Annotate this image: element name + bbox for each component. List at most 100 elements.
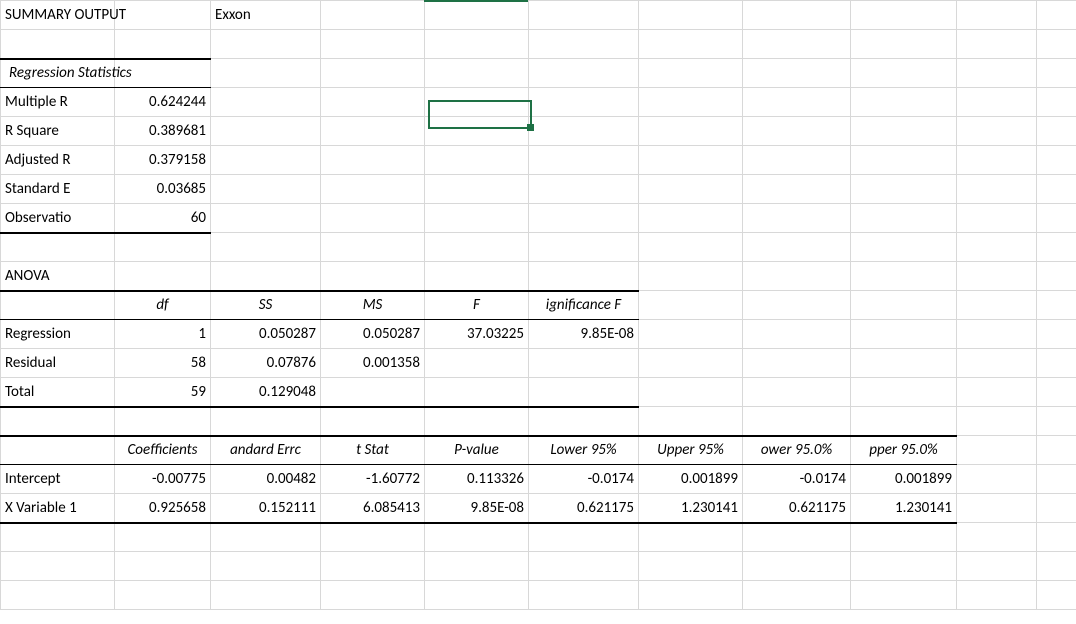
cell[interactable] xyxy=(639,378,743,407)
cell[interactable] xyxy=(743,1,851,30)
cell[interactable]: Regression xyxy=(1,320,115,349)
cell[interactable] xyxy=(1037,523,1076,552)
cell[interactable]: 0.129048 xyxy=(211,378,321,407)
cell[interactable]: 1.230141 xyxy=(851,494,957,523)
cell[interactable] xyxy=(1,581,115,610)
cell[interactable] xyxy=(851,59,957,88)
cell[interactable] xyxy=(957,349,1037,378)
cell[interactable]: Lower 95% xyxy=(529,436,639,465)
cell[interactable] xyxy=(1,552,115,581)
cell[interactable] xyxy=(743,117,851,146)
cell[interactable]: 0.621175 xyxy=(743,494,851,523)
cell[interactable] xyxy=(1037,233,1076,262)
cell[interactable] xyxy=(851,523,957,552)
cell[interactable] xyxy=(321,233,425,262)
cell[interactable] xyxy=(1037,1,1076,30)
cell[interactable] xyxy=(211,233,321,262)
cell[interactable] xyxy=(639,146,743,175)
cell[interactable] xyxy=(1037,436,1076,465)
cell[interactable] xyxy=(639,262,743,291)
cell[interactable] xyxy=(1037,494,1076,523)
cell[interactable] xyxy=(425,59,529,88)
cell[interactable] xyxy=(1,436,115,465)
cell[interactable] xyxy=(529,523,639,552)
cell[interactable] xyxy=(851,407,957,436)
cell[interactable]: 0.07876 xyxy=(211,349,321,378)
cell[interactable]: 59 xyxy=(115,378,211,407)
cell[interactable]: SUMMARY OUTPUT xyxy=(1,1,115,30)
cell[interactable] xyxy=(211,523,321,552)
cell[interactable] xyxy=(115,407,211,436)
cell[interactable] xyxy=(639,407,743,436)
cell[interactable] xyxy=(1037,581,1076,610)
cell[interactable] xyxy=(851,349,957,378)
cell[interactable] xyxy=(321,523,425,552)
cell[interactable] xyxy=(851,175,957,204)
cell[interactable] xyxy=(211,581,321,610)
cell[interactable] xyxy=(115,262,211,291)
cell[interactable] xyxy=(211,552,321,581)
cell[interactable] xyxy=(1037,59,1076,88)
cell[interactable] xyxy=(639,552,743,581)
cell[interactable]: 0.925658 xyxy=(115,494,211,523)
spreadsheet-grid[interactable]: SUMMARY OUTPUT Exxon Regression Statisti… xyxy=(0,0,1076,610)
cell[interactable] xyxy=(211,30,321,59)
cell[interactable]: Standard E xyxy=(1,175,115,204)
cell[interactable] xyxy=(425,117,529,146)
cell[interactable] xyxy=(1037,291,1076,320)
cell[interactable] xyxy=(743,581,851,610)
cell[interactable] xyxy=(321,262,425,291)
cell[interactable] xyxy=(743,407,851,436)
cell[interactable] xyxy=(211,117,321,146)
cell[interactable] xyxy=(851,378,957,407)
cell[interactable]: Observatio xyxy=(1,204,115,233)
cell[interactable]: 0.379158 xyxy=(115,146,211,175)
cell[interactable] xyxy=(957,204,1037,233)
cell[interactable] xyxy=(529,552,639,581)
cell[interactable] xyxy=(639,523,743,552)
cell[interactable] xyxy=(851,30,957,59)
cell[interactable] xyxy=(115,233,211,262)
cell[interactable] xyxy=(1,407,115,436)
cell[interactable]: Exxon xyxy=(211,1,321,30)
cell[interactable] xyxy=(639,1,743,30)
cell[interactable] xyxy=(321,30,425,59)
cell[interactable] xyxy=(957,175,1037,204)
cell[interactable] xyxy=(957,233,1037,262)
cell[interactable] xyxy=(743,320,851,349)
cell[interactable] xyxy=(957,291,1037,320)
cell[interactable] xyxy=(639,581,743,610)
cell[interactable]: 0.00482 xyxy=(211,465,321,494)
cell[interactable] xyxy=(321,1,425,30)
cell[interactable] xyxy=(529,146,639,175)
cell[interactable] xyxy=(639,291,743,320)
cell[interactable]: F xyxy=(425,291,529,320)
cell[interactable] xyxy=(851,117,957,146)
cell[interactable] xyxy=(1037,465,1076,494)
cell[interactable] xyxy=(425,262,529,291)
cell[interactable]: 58 xyxy=(115,349,211,378)
cell[interactable] xyxy=(1037,204,1076,233)
cell[interactable] xyxy=(425,204,529,233)
cell[interactable] xyxy=(957,146,1037,175)
cell[interactable]: -0.00775 xyxy=(115,465,211,494)
cell[interactable]: 0.001899 xyxy=(639,465,743,494)
cell[interactable]: -0.0174 xyxy=(743,465,851,494)
cell[interactable]: Total xyxy=(1,378,115,407)
cell[interactable] xyxy=(425,378,529,407)
cell[interactable]: 0.113326 xyxy=(425,465,529,494)
cell[interactable] xyxy=(321,581,425,610)
cell[interactable] xyxy=(321,88,425,117)
cell[interactable] xyxy=(425,175,529,204)
cell[interactable] xyxy=(957,407,1037,436)
cell[interactable]: 1.230141 xyxy=(639,494,743,523)
cell[interactable]: Multiple R xyxy=(1,88,115,117)
cell[interactable] xyxy=(211,88,321,117)
cell[interactable]: Adjusted R xyxy=(1,146,115,175)
cell[interactable] xyxy=(425,1,529,30)
cell[interactable] xyxy=(957,378,1037,407)
cell[interactable] xyxy=(639,349,743,378)
cell[interactable] xyxy=(851,262,957,291)
cell[interactable] xyxy=(743,262,851,291)
cell[interactable] xyxy=(1037,407,1076,436)
